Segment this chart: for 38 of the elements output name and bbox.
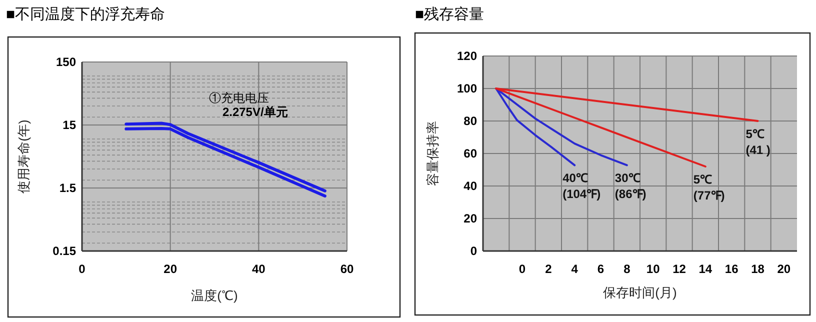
x-axis-title: 保存时间(月) (603, 285, 677, 300)
y-tick-label: 0.15 (52, 244, 76, 258)
x-tick-label: 10 (646, 262, 660, 276)
x-axis-title: 温度(℃) (191, 288, 238, 303)
y-tick-label: 0 (470, 244, 478, 258)
y-tick-label: 100 (456, 82, 478, 96)
y-axis-title: 使用寿命(年) (16, 120, 31, 194)
x-tick-label: 40 (252, 262, 266, 276)
y-tick-label: 120 (456, 49, 478, 63)
y-axis-title: 容量保持率 (425, 121, 440, 186)
series-label: 5℃ (77℉) (693, 172, 725, 202)
series-label: 30℃ (86℉) (614, 171, 646, 202)
y-tick-label: 80 (464, 114, 478, 128)
chart-title: ■残存容量 (415, 6, 484, 23)
x-tick-label: 0 (518, 262, 526, 276)
x-tick-label: 4 (571, 262, 578, 276)
x-tick-label: 8 (624, 262, 631, 276)
y-tick-label: 40 (464, 179, 478, 193)
y-tick-label: 60 (464, 146, 478, 160)
y-tick-label: 20 (464, 212, 478, 226)
annotation: 2.275V/单元 (222, 105, 288, 119)
chart-title: ■不同温度下的浮充寿命 (6, 6, 166, 23)
x-tick-label: 20 (777, 262, 791, 276)
x-tick-label: 2 (545, 262, 552, 276)
y-tick-label: 1.5 (59, 181, 76, 195)
x-tick-label: 16 (724, 262, 739, 276)
x-tick-label: 60 (340, 262, 354, 276)
y-tick-label: 15 (62, 118, 76, 132)
x-tick-label: 0 (78, 262, 86, 276)
x-tick-label: 6 (597, 262, 604, 276)
x-tick-label: 18 (751, 262, 765, 276)
series-label: 40℃ (104℉) (562, 171, 601, 202)
x-tick-label: 20 (164, 262, 178, 276)
annotation: ①充电电压 (209, 91, 270, 105)
series-label: 5℃ (41 ) (746, 127, 770, 157)
y-tick-label: 150 (56, 55, 76, 69)
x-tick-label: 14 (698, 262, 712, 276)
x-tick-label: 12 (672, 262, 686, 276)
